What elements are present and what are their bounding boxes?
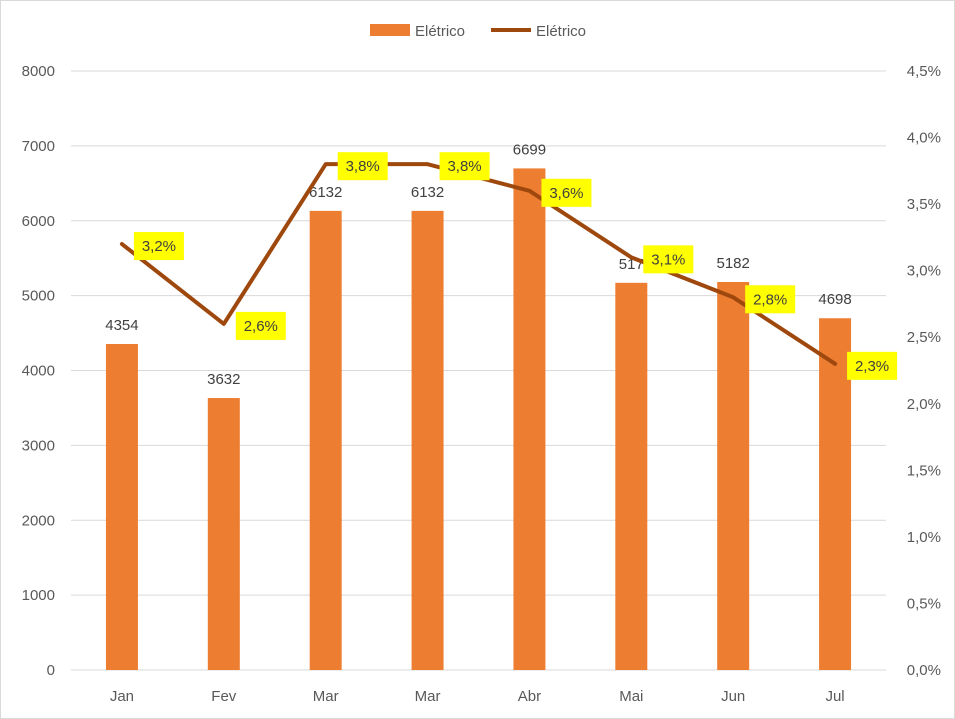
- x-axis-tick-label: Mai: [619, 688, 643, 705]
- legend-bar-label: Elétrico: [415, 23, 465, 40]
- line-data-labels: 3,2% 2,6% 3,8% 3,8% 3,6% 3,1% 2,8% 2,3%: [133, 152, 898, 380]
- bar-data-label: 4354: [105, 317, 138, 334]
- left-axis-tick-label: 7000: [22, 138, 55, 155]
- line-data-label-bg: [847, 351, 898, 380]
- line-data-label-bg: [745, 285, 796, 314]
- x-axis: Jan Fev Mar Mar Abr Mai Jun Jul: [110, 688, 845, 705]
- line-data-label: 2,8%: [753, 291, 787, 308]
- bar-series: [105, 168, 852, 671]
- legend: Elétrico Elétrico: [370, 23, 586, 40]
- bar: [717, 281, 750, 670]
- line-data-label: 3,8%: [447, 158, 481, 175]
- line-data-label-group: 2,6%: [235, 311, 286, 340]
- x-axis-tick-label: Fev: [211, 688, 237, 705]
- gridlines: [71, 70, 886, 671]
- x-axis-tick-label: Mar: [313, 688, 339, 705]
- right-axis-tick-label: 3,5%: [907, 196, 941, 213]
- bar: [411, 210, 444, 670]
- x-axis-tick-label: Jul: [825, 688, 844, 705]
- left-axis-tick-label: 6000: [22, 213, 55, 230]
- bar-data-label: 6132: [411, 184, 444, 201]
- x-axis-tick-label: Abr: [518, 688, 541, 705]
- bar: [309, 210, 342, 670]
- line-data-label: 2,6%: [244, 318, 278, 335]
- line-data-label-group: 3,8%: [337, 152, 388, 181]
- x-axis-tick-label: Jun: [721, 688, 745, 705]
- right-axis-tick-label: 1,0%: [907, 529, 941, 546]
- bar: [819, 318, 852, 670]
- line-data-label-group: 2,8%: [745, 285, 796, 314]
- bar: [207, 398, 240, 670]
- line-data-label-group: 3,6%: [541, 178, 592, 207]
- line-data-label-bg: [541, 178, 592, 207]
- left-axis-tick-label: 3000: [22, 437, 55, 454]
- left-axis-tick-label: 8000: [22, 63, 55, 80]
- line-data-label: 3,6%: [549, 185, 583, 202]
- line-data-label: 3,8%: [346, 158, 380, 175]
- bar-data-label: 6699: [513, 141, 546, 158]
- right-axis-tick-label: 1,5%: [907, 462, 941, 479]
- right-axis-tick-label: 0,5%: [907, 595, 941, 612]
- line-data-label-bg: [337, 152, 388, 181]
- right-axis-tick-label: 2,5%: [907, 329, 941, 346]
- x-axis-tick-label: Mar: [415, 688, 441, 705]
- line-data-label-group: 3,8%: [439, 152, 490, 181]
- x-axis-tick-label: Jan: [110, 688, 134, 705]
- left-axis-tick-label: 4000: [22, 363, 55, 380]
- right-axis-tick-label: 0,0%: [907, 662, 941, 679]
- line-data-label-bg: [235, 311, 286, 340]
- left-axis-tick-label: 5000: [22, 288, 55, 305]
- line-data-label: 2,3%: [855, 358, 889, 375]
- bar-data-label: 3632: [207, 371, 240, 388]
- left-axis-tick-label: 0: [47, 662, 55, 679]
- line-data-label: 3,2%: [142, 238, 176, 255]
- line-data-label-bg: [643, 245, 694, 274]
- bar: [513, 168, 546, 671]
- legend-line-label: Elétrico: [536, 23, 586, 40]
- bar: [615, 282, 648, 670]
- left-axis-tick-label: 2000: [22, 512, 55, 529]
- right-axis-tick-label: 2,0%: [907, 396, 941, 413]
- right-axis: 0,0% 0,5% 1,0% 1,5% 2,0% 2,5% 3,0% 3,5% 4,0% 4,5%: [907, 63, 941, 679]
- right-axis-tick-label: 3,0%: [907, 263, 941, 280]
- right-axis-tick-label: 4,5%: [907, 63, 941, 80]
- bar: [105, 343, 138, 670]
- right-axis-tick-label: 4,0%: [907, 130, 941, 147]
- line-data-label-group: 3,2%: [133, 232, 184, 261]
- bar-data-label: 6132: [309, 184, 342, 201]
- legend-bar-swatch: [370, 24, 410, 36]
- left-axis: 0 1000 2000 3000 4000 5000 6000 7000 8000: [22, 63, 55, 679]
- left-axis-tick-label: 1000: [22, 587, 55, 604]
- line-data-label-bg: [133, 232, 184, 261]
- line-data-label-group: 2,3%: [847, 351, 898, 380]
- line-data-label-group: 3,1%: [643, 245, 694, 274]
- line-data-label: 3,1%: [651, 251, 685, 268]
- bar-data-label: 4698: [818, 291, 851, 308]
- bar-data-label: 5182: [717, 255, 750, 272]
- line-data-label-bg: [439, 152, 490, 181]
